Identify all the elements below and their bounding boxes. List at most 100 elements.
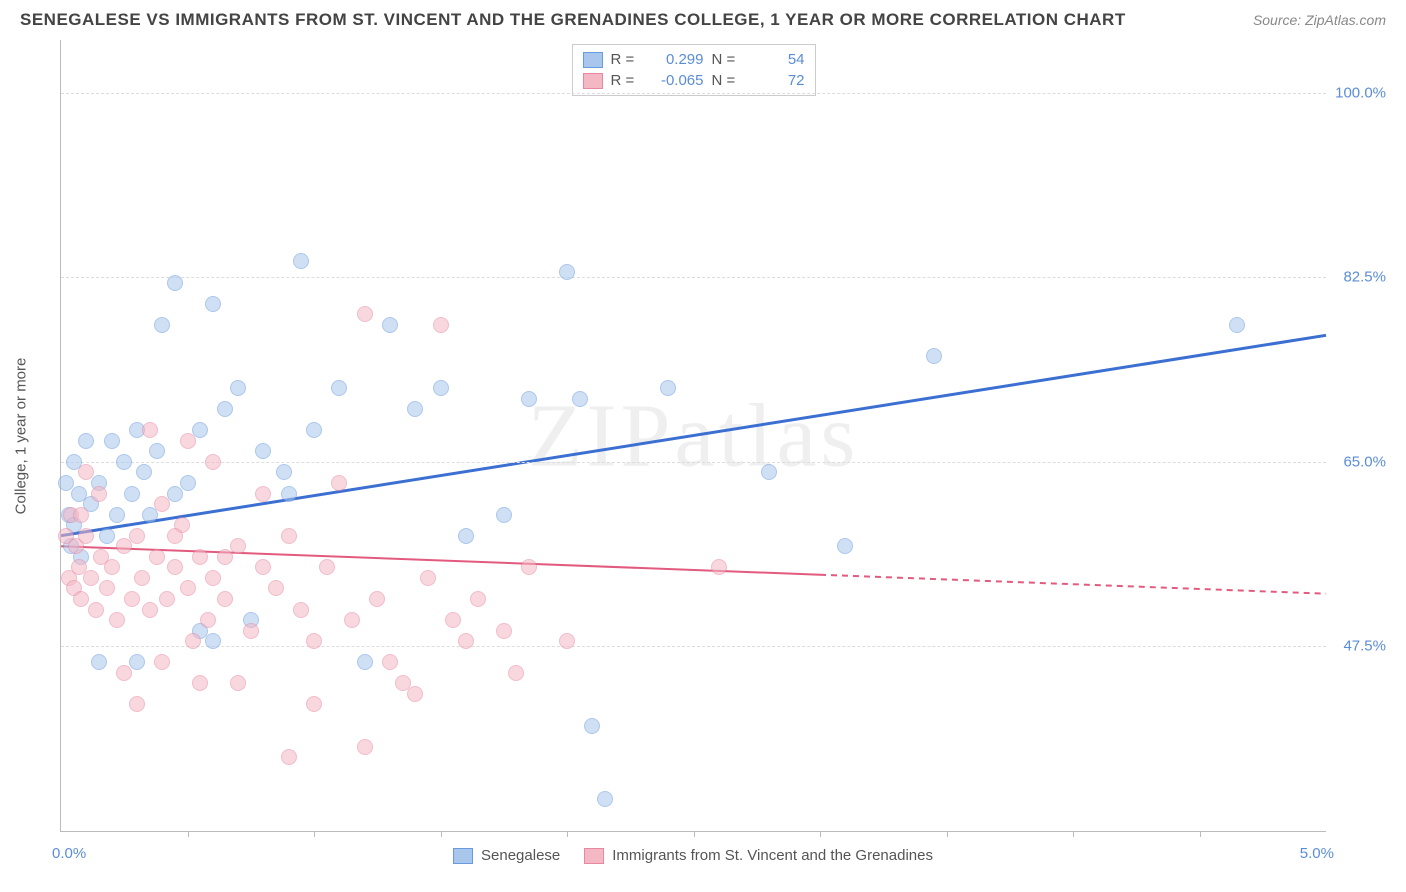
data-point bbox=[331, 380, 347, 396]
data-point bbox=[357, 654, 373, 670]
data-point bbox=[154, 654, 170, 670]
data-point bbox=[154, 317, 170, 333]
legend-swatch-icon bbox=[583, 73, 603, 89]
data-point bbox=[584, 718, 600, 734]
data-point bbox=[382, 654, 398, 670]
data-point bbox=[167, 528, 183, 544]
data-point bbox=[205, 296, 221, 312]
data-point bbox=[205, 454, 221, 470]
data-point bbox=[109, 507, 125, 523]
y-tick-label: 82.5% bbox=[1343, 269, 1386, 286]
data-point bbox=[660, 380, 676, 396]
legend-series-item: Immigrants from St. Vincent and the Gren… bbox=[584, 847, 933, 864]
data-point bbox=[91, 486, 107, 502]
data-point bbox=[306, 422, 322, 438]
x-axis-max-label: 5.0% bbox=[1300, 845, 1334, 862]
data-point bbox=[205, 570, 221, 586]
data-point bbox=[357, 306, 373, 322]
data-point bbox=[109, 612, 125, 628]
data-point bbox=[205, 633, 221, 649]
y-axis-title: College, 1 year or more bbox=[13, 357, 30, 514]
data-point bbox=[496, 507, 512, 523]
data-point bbox=[458, 528, 474, 544]
data-point bbox=[268, 580, 284, 596]
data-point bbox=[129, 696, 145, 712]
trendline bbox=[61, 335, 1326, 535]
legend-n-label: N = bbox=[712, 72, 742, 89]
data-point bbox=[129, 528, 145, 544]
y-tick-label: 65.0% bbox=[1343, 453, 1386, 470]
y-tick-label: 47.5% bbox=[1343, 638, 1386, 655]
legend-series-item: Senegalese bbox=[453, 847, 560, 864]
y-tick-label: 100.0% bbox=[1335, 84, 1386, 101]
gridline bbox=[61, 646, 1326, 647]
data-point bbox=[88, 602, 104, 618]
data-point bbox=[73, 591, 89, 607]
data-point bbox=[382, 317, 398, 333]
data-point bbox=[78, 433, 94, 449]
x-tick bbox=[1073, 831, 1074, 837]
data-point bbox=[116, 665, 132, 681]
data-point bbox=[129, 654, 145, 670]
data-point bbox=[559, 633, 575, 649]
gridline bbox=[61, 93, 1326, 94]
data-point bbox=[136, 464, 152, 480]
data-point bbox=[180, 475, 196, 491]
data-point bbox=[217, 591, 233, 607]
data-point bbox=[149, 443, 165, 459]
data-point bbox=[83, 570, 99, 586]
plot-area: ZIPatlas College, 1 year or more R =0.29… bbox=[60, 40, 1326, 832]
data-point bbox=[217, 549, 233, 565]
legend-swatch-icon bbox=[584, 848, 604, 864]
data-point bbox=[445, 612, 461, 628]
data-point bbox=[458, 633, 474, 649]
gridline bbox=[61, 277, 1326, 278]
data-point bbox=[167, 486, 183, 502]
legend-series-label: Immigrants from St. Vincent and the Gren… bbox=[612, 847, 933, 864]
data-point bbox=[142, 422, 158, 438]
data-point bbox=[407, 401, 423, 417]
data-point bbox=[124, 591, 140, 607]
legend-n-label: N = bbox=[712, 51, 742, 68]
data-point bbox=[559, 264, 575, 280]
data-point bbox=[306, 633, 322, 649]
data-point bbox=[926, 348, 942, 364]
x-tick bbox=[567, 831, 568, 837]
data-point bbox=[255, 559, 271, 575]
legend-stat-row: R =-0.065N =72 bbox=[583, 70, 805, 91]
data-point bbox=[230, 380, 246, 396]
data-point bbox=[180, 433, 196, 449]
x-tick bbox=[947, 831, 948, 837]
legend-n-value: 72 bbox=[750, 72, 805, 89]
data-point bbox=[217, 401, 233, 417]
data-point bbox=[319, 559, 335, 575]
legend-r-value: -0.065 bbox=[649, 72, 704, 89]
data-point bbox=[281, 486, 297, 502]
legend-stats: R =0.299N =54R =-0.065N =72 bbox=[572, 44, 816, 96]
data-point bbox=[185, 633, 201, 649]
x-tick bbox=[188, 831, 189, 837]
data-point bbox=[104, 433, 120, 449]
data-point bbox=[761, 464, 777, 480]
legend-r-label: R = bbox=[611, 51, 641, 68]
data-point bbox=[711, 559, 727, 575]
data-point bbox=[192, 549, 208, 565]
data-point bbox=[306, 696, 322, 712]
x-tick bbox=[314, 831, 315, 837]
data-point bbox=[369, 591, 385, 607]
data-point bbox=[357, 739, 373, 755]
data-point bbox=[521, 559, 537, 575]
data-point bbox=[255, 443, 271, 459]
data-point bbox=[433, 317, 449, 333]
data-point bbox=[255, 486, 271, 502]
data-point bbox=[407, 686, 423, 702]
legend-swatch-icon bbox=[453, 848, 473, 864]
data-point bbox=[192, 675, 208, 691]
data-point bbox=[116, 454, 132, 470]
data-point bbox=[243, 623, 259, 639]
data-point bbox=[149, 549, 165, 565]
data-point bbox=[99, 580, 115, 596]
x-axis-min-label: 0.0% bbox=[52, 845, 86, 862]
trendlines bbox=[61, 40, 1326, 831]
data-point bbox=[200, 612, 216, 628]
